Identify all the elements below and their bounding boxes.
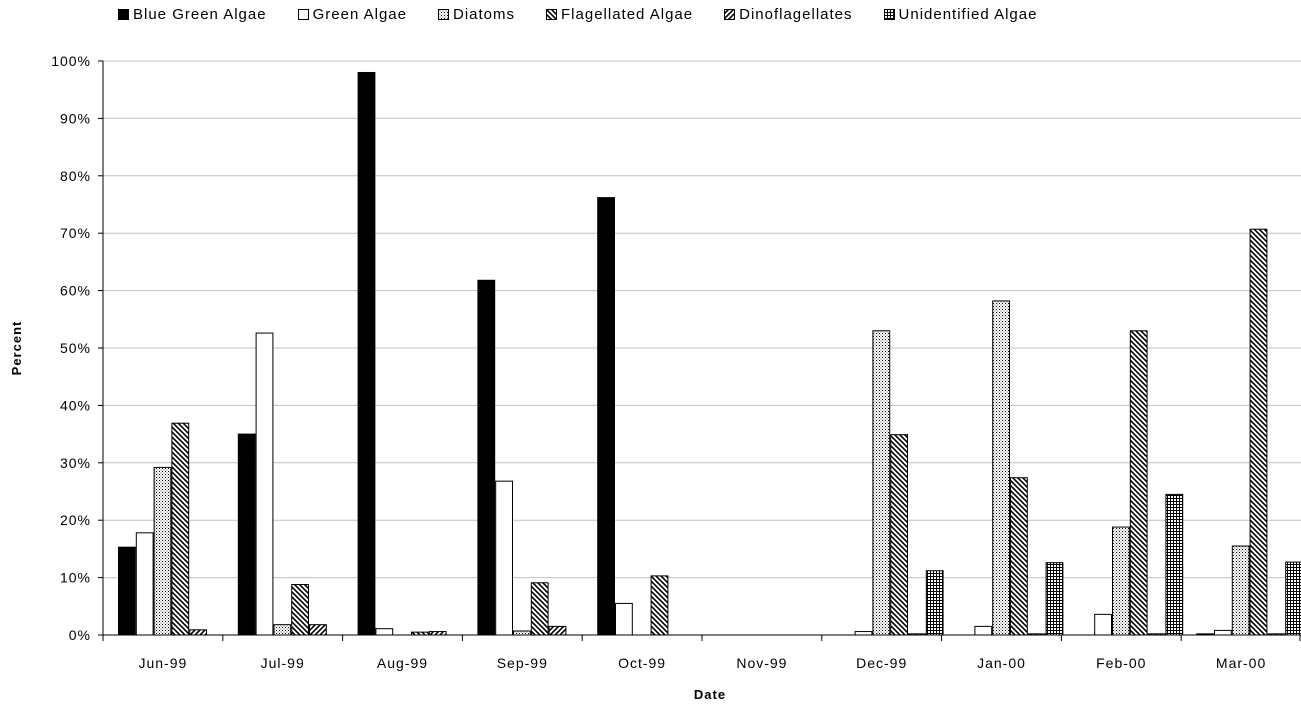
bar-green-algae-mar-00	[1214, 629, 1232, 636]
y-tick-label: 80%	[60, 168, 91, 184]
legend-item-dinoflagellates: Dinoflagellates	[724, 6, 852, 23]
bar-flagellated-algae-mar-00	[1249, 228, 1268, 636]
bar-green-algae-jun-99	[135, 532, 154, 636]
legend-item-flagellated-algae: Flagellated Algae	[546, 6, 693, 23]
bar-green-algae-feb-00	[1094, 613, 1112, 636]
bar-unidentified-algae-dec-99	[925, 570, 944, 636]
legend-swatch-back-diagonal	[546, 9, 558, 20]
x-axis-title: Date	[694, 687, 726, 702]
bar-green-algae-jan-00	[974, 625, 993, 636]
bar-flagellated-algae-sep-99	[530, 582, 549, 636]
bar-green-algae-jul-99	[255, 332, 274, 636]
bar-green-algae-sep-99	[495, 480, 514, 636]
bar-dinoflagellates-jul-99	[309, 624, 327, 636]
legend-label: Green Algae	[312, 6, 407, 23]
bar-blue-green-algae-jul-99	[237, 433, 256, 636]
x-tick-label: Oct-99	[618, 655, 666, 671]
y-tick-label: 60%	[60, 283, 91, 299]
legend-label: Diatoms	[453, 6, 516, 23]
bar-diatoms-mar-00	[1231, 545, 1250, 636]
legend-label: Flagellated Algae	[561, 6, 694, 23]
legend-item-green-algae: Green Algae	[297, 6, 407, 23]
x-tick-label: Dec-99	[856, 655, 907, 671]
legend-item-blue-green-algae: Blue Green Algae	[118, 6, 267, 23]
x-tick-label: Jun-99	[138, 655, 187, 671]
x-tick-label: Nov-99	[736, 655, 787, 671]
bar-unidentified-algae-feb-00	[1165, 493, 1184, 636]
bar-green-algae-aug-99	[375, 628, 394, 636]
gridlines	[103, 60, 1301, 579]
bar-unidentified-algae-jan-00	[1045, 562, 1064, 636]
legend-item-unidentified-algae: Unidentified Algae	[883, 6, 1038, 23]
bar-blue-green-algae-aug-99	[357, 71, 376, 636]
bar-blue-green-algae-oct-99	[597, 197, 616, 636]
legend-swatch-dotted	[438, 9, 449, 20]
bar-flagellated-algae-dec-99	[890, 434, 909, 636]
axes	[98, 60, 1301, 641]
legend-label: Unidentified Algae	[898, 6, 1038, 23]
bar-flagellated-algae-jun-99	[171, 422, 190, 636]
x-tick-label: Feb-00	[1096, 655, 1146, 671]
bar-dinoflagellates-sep-99	[548, 625, 567, 636]
y-axis-title: Percent	[9, 321, 24, 376]
y-tick-label: 90%	[60, 110, 91, 126]
y-tick-label: 0%	[69, 627, 91, 643]
y-tick-label: 70%	[60, 225, 91, 241]
y-tick-label: 100%	[51, 53, 91, 69]
legend-swatch-forward-diagonal	[724, 9, 736, 20]
y-tick-label: 20%	[60, 512, 91, 528]
bar-diatoms-jun-99	[153, 466, 172, 636]
bar-dinoflagellates-jun-99	[189, 629, 207, 636]
bar-blue-green-algae-sep-99	[477, 279, 496, 636]
legend-swatch-white	[297, 9, 309, 20]
bars	[118, 71, 1301, 636]
x-tick-label: Sep-99	[497, 655, 548, 671]
bar-diatoms-jul-99	[273, 624, 292, 636]
y-tick-label: 40%	[60, 397, 91, 413]
legend-swatch-solid-black	[118, 9, 129, 20]
legend: Blue Green Algae Green Algae Diatoms Fla…	[118, 6, 1037, 23]
x-tick-label: Jul-99	[261, 655, 305, 671]
y-tick-label: 10%	[60, 570, 91, 586]
x-tick-label: Jan-00	[977, 655, 1026, 671]
x-tick-label: Aug-99	[377, 655, 428, 671]
legend-item-diatoms: Diatoms	[438, 6, 515, 23]
legend-label: Blue Green Algae	[133, 6, 267, 23]
legend-swatch-grid	[883, 9, 895, 20]
bar-diatoms-sep-99	[513, 630, 531, 636]
bar-green-algae-oct-99	[615, 602, 633, 636]
bar-green-algae-dec-99	[854, 631, 873, 636]
bar-dinoflagellates-aug-99	[428, 631, 447, 636]
tick-labels: 0% 10% 20% 30% 40% 50% 60% 70% 80% 90% 100% Jun-99 J…	[51, 53, 1266, 671]
bar-diatoms-jan-00	[992, 300, 1011, 636]
bar-blue-green-algae-jun-99	[118, 546, 136, 636]
bar-diatoms-feb-00	[1112, 526, 1130, 636]
bar-unidentified-algae-mar-00	[1285, 561, 1301, 636]
bar-flagellated-algae-jan-00	[1010, 477, 1028, 636]
y-tick-label: 30%	[60, 455, 91, 471]
legend-label: Dinoflagellates	[739, 6, 853, 23]
y-tick-label: 50%	[60, 340, 91, 356]
bar-flagellated-algae-oct-99	[650, 575, 669, 636]
x-tick-label: Mar-00	[1216, 655, 1266, 671]
bar-flagellated-algae-feb-00	[1129, 330, 1148, 636]
bar-flagellated-algae-jul-99	[291, 583, 310, 636]
bar-diatoms-dec-99	[872, 330, 891, 636]
